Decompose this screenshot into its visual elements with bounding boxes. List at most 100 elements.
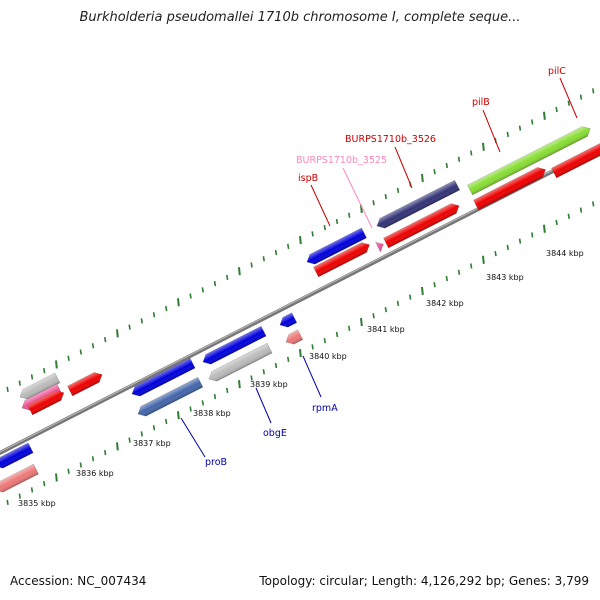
gene-label-prob[interactable]: proB [205, 457, 227, 468]
gene-label-pilb[interactable]: pilB [472, 97, 490, 108]
inner-tick [518, 238, 522, 244]
inner-tick [128, 437, 131, 443]
kbp-label: 3843 kbp [486, 273, 524, 282]
cds-arrow-shade [209, 343, 273, 382]
cds-feature[interactable] [284, 329, 304, 347]
kbp-label: 3838 kbp [193, 409, 231, 418]
inner-tick [6, 499, 9, 505]
kbp-label: 3839 kbp [250, 380, 288, 389]
outer-tick [165, 305, 168, 312]
inner-tick [30, 487, 34, 493]
kbp-label: 3844 kbp [546, 249, 584, 258]
kbp-label: 3842 kbp [426, 299, 464, 308]
outer-tick [506, 131, 509, 138]
outer-tick [18, 380, 21, 386]
inner-tick [18, 493, 21, 499]
cds-feature[interactable] [467, 124, 593, 196]
cds-feature[interactable] [313, 240, 372, 278]
cds-arrow-shade [375, 242, 384, 252]
cds-feature[interactable] [551, 141, 600, 179]
inner-tick [384, 306, 387, 313]
outer-tick [55, 360, 58, 369]
inner-tick [494, 250, 497, 257]
inner-tick [238, 380, 241, 389]
cds-arrow-shade [313, 242, 370, 277]
outer-tick [226, 274, 229, 281]
outer-tick [30, 374, 34, 380]
inner-tick [250, 375, 253, 381]
inner-tick [555, 219, 558, 226]
inner-tick [201, 400, 204, 406]
cds-feature[interactable] [0, 442, 34, 471]
cds-feature[interactable] [374, 239, 386, 253]
outer-tick [201, 287, 204, 293]
cds-feature[interactable] [27, 388, 67, 416]
inner-tick [79, 462, 82, 468]
outer-tick [335, 218, 339, 225]
cds-feature[interactable] [136, 376, 204, 419]
inner-tick [506, 244, 509, 251]
cds-feature[interactable] [305, 227, 367, 267]
outer-tick [433, 169, 436, 175]
outer-tick [323, 225, 326, 231]
burps3526-leader [394, 146, 413, 189]
inner-tick [189, 406, 192, 412]
cds-feature[interactable] [67, 370, 105, 397]
outer-tick [128, 324, 131, 330]
outer-tick [543, 111, 546, 120]
gene-label-obge[interactable]: obgE [263, 428, 287, 439]
label-leaders [180, 77, 578, 458]
cds-arrow-shade [551, 143, 600, 178]
gene-label-pilc[interactable]: pilC [548, 66, 566, 77]
gene-label-burps3525[interactable]: BURPS1710b_3525 [296, 155, 387, 166]
cds-arrow-shade [280, 312, 297, 328]
cds-arrow-shade [307, 228, 367, 265]
cds-arrow-shade [27, 390, 64, 415]
genome-stats-text: Topology: circular; Length: 4,126,292 bp… [259, 574, 589, 588]
outer-tick [396, 187, 400, 193]
inner-tick [567, 213, 570, 219]
cds-feature[interactable] [201, 325, 267, 367]
inner-tick [152, 425, 156, 431]
inner-tick [433, 282, 436, 288]
cds-feature[interactable] [207, 342, 273, 384]
ispb-leader [310, 184, 331, 227]
gene-label-group: pilC pilB BURPS1710b_3526 BURPS1710b_352… [205, 66, 566, 468]
outer-tick [457, 156, 461, 162]
gene-label-burps3526[interactable]: BURPS1710b_3526 [345, 134, 436, 145]
outer-tick [177, 298, 180, 307]
outer-tick [116, 329, 119, 338]
cds-feature[interactable] [0, 463, 39, 495]
cds-arrow-shade [0, 464, 39, 493]
outer-tick [555, 106, 558, 113]
inner-tick [165, 418, 168, 425]
cds-arrow-shade [203, 326, 267, 365]
cds-feature[interactable] [383, 201, 462, 249]
cds-arrow-shade [138, 377, 203, 417]
outer-tick-row [6, 88, 595, 392]
cds-feature[interactable] [278, 312, 298, 330]
pilc-leader [559, 77, 578, 119]
inner-tick [55, 473, 58, 482]
inner-tick [348, 325, 351, 331]
inner-tick [116, 442, 119, 451]
map-title: Burkholderia pseudomallei 1710b chromoso… [79, 10, 521, 25]
inner-tick [299, 348, 302, 358]
cds-feature[interactable] [375, 179, 461, 231]
cds-arrow-shade [383, 203, 460, 248]
rpma-leader [302, 355, 322, 398]
inner-tick [457, 269, 461, 275]
outer-tick [299, 235, 302, 245]
outer-tick [592, 88, 595, 94]
outer-tick [189, 293, 192, 299]
inner-tick [372, 313, 375, 319]
outer-tick [384, 193, 387, 200]
outer-tick [567, 100, 570, 106]
gene-label-ispb[interactable]: ispB [298, 173, 318, 184]
outer-tick [250, 262, 253, 268]
cds-feature[interactable] [473, 165, 548, 211]
cds-feature[interactable] [130, 357, 196, 399]
gene-label-rpma[interactable]: rpmA [312, 403, 338, 414]
